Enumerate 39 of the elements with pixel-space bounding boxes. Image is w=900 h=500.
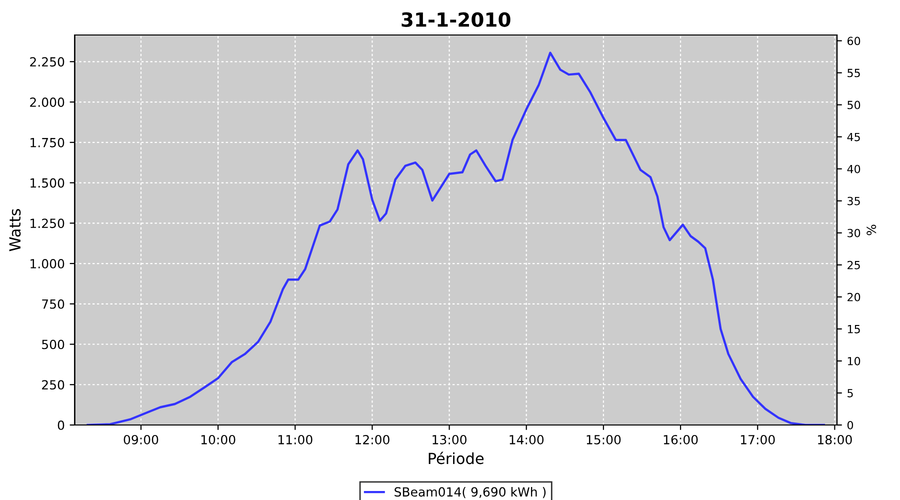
y2-tick-label: 30: [848, 228, 860, 238]
line-series: [86, 52, 826, 425]
y-tick-label: 1.000: [30, 258, 64, 268]
chart-title: 31-1-2010: [402, 12, 510, 27]
x-axis-title: Période: [428, 452, 484, 464]
y-tick-label: 1.750: [30, 138, 64, 148]
x-tick-label: 17:00: [740, 434, 775, 444]
y-tick-label: 0: [58, 420, 64, 430]
y-tick-label: 2.250: [30, 57, 64, 67]
y-axis-title: Watts: [9, 209, 21, 252]
x-tick-label: 09:00: [124, 434, 158, 444]
y2-tick-label: 50: [848, 100, 860, 110]
y-tick-label: 750: [42, 299, 64, 309]
y-tick-label: 250: [42, 380, 64, 390]
y-tick-label: 500: [42, 340, 64, 350]
y2-tick-label: 35: [848, 196, 860, 206]
x-tick-label: 11:00: [278, 434, 312, 444]
y2-tick-label: 55: [848, 68, 860, 78]
y2-tick-label: 60: [848, 36, 860, 46]
x-tick-label: 13:00: [432, 434, 466, 444]
x-tick-label: 10:00: [201, 434, 236, 444]
x-tick-label: 14:00: [510, 434, 544, 444]
y2-axis-title: %: [866, 224, 876, 236]
y2-tick-label: 20: [848, 292, 860, 302]
legend-label: SBeam014( 9,690 kWh ): [394, 486, 546, 498]
y2-tick-label: 15: [848, 325, 860, 334]
y-tick-label: 2.000: [30, 97, 64, 107]
y2-tick-label: 0: [847, 420, 854, 430]
x-tick-label: 12:00: [356, 434, 390, 444]
x-tick-label: 18:00: [818, 434, 852, 444]
y2-tick-label: 45: [847, 132, 860, 142]
y-tick-label: 1.500: [30, 178, 64, 188]
y2-tick-label: 40: [847, 164, 860, 174]
y-tick-label: 1.250: [30, 218, 64, 228]
y2-tick-label: 10: [848, 356, 860, 366]
x-tick-label: 15:00: [586, 434, 621, 444]
y2-tick-label: 25: [848, 260, 860, 270]
y2-tick-label: 5: [848, 389, 853, 398]
x-tick-label: 16:00: [664, 434, 698, 444]
